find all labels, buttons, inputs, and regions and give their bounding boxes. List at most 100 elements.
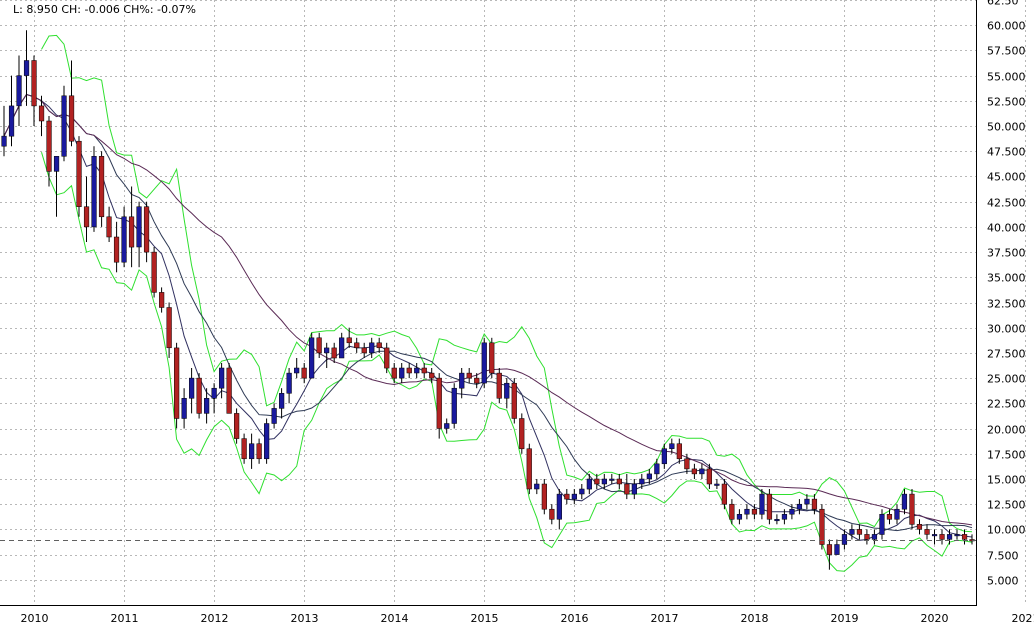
candle-body — [511, 382, 517, 419]
candle-body — [106, 216, 112, 238]
candle — [879, 509, 885, 540]
y-tick-label: 40.000 — [987, 222, 1026, 235]
candle-body — [451, 387, 457, 424]
candle-body — [346, 337, 352, 344]
candle — [826, 539, 833, 570]
candle — [474, 373, 480, 389]
candle-body — [204, 398, 210, 414]
candle-body — [181, 398, 187, 419]
candle-body — [909, 493, 915, 525]
candle-body — [609, 478, 615, 481]
candle — [339, 332, 345, 359]
candle-body — [564, 493, 570, 500]
candle-body — [98, 156, 105, 218]
candle-body — [316, 337, 322, 354]
candle-body — [631, 483, 637, 495]
y-tick-label: 52.500 — [987, 96, 1026, 109]
y-tick-label: 5.000 — [987, 575, 1019, 588]
candle-body — [931, 534, 938, 537]
candle-body — [751, 508, 758, 515]
y-tick-label: 17.500 — [987, 449, 1026, 462]
candle — [316, 332, 322, 358]
candle — [226, 363, 232, 414]
candle-body — [414, 367, 420, 374]
y-tick-label: 62.50 — [987, 0, 1019, 8]
y-tick-label: 20.000 — [987, 424, 1026, 437]
candle-body — [76, 140, 82, 207]
candle-body — [789, 508, 795, 515]
candle-body — [856, 529, 863, 535]
candle-body — [594, 478, 600, 485]
candle — [128, 186, 135, 268]
candle — [219, 363, 225, 399]
candle-body — [804, 498, 810, 505]
candle-body — [481, 342, 487, 384]
candle — [309, 332, 315, 379]
candle — [279, 388, 285, 419]
candle-body — [444, 423, 450, 429]
candle-body — [624, 483, 630, 495]
candle — [406, 363, 412, 379]
candle-body — [759, 493, 765, 515]
y-tick-label: 7.500 — [987, 550, 1019, 563]
candle — [91, 146, 97, 232]
candle-body — [143, 206, 150, 253]
candle-body — [354, 342, 360, 349]
candle-body — [699, 468, 705, 475]
candle-body — [714, 483, 720, 486]
candle-body — [113, 236, 120, 263]
bollinger-bands — [41, 34, 973, 572]
candle-body — [436, 377, 442, 429]
candle-body — [279, 393, 285, 409]
candle-body — [159, 292, 165, 308]
candle-body — [16, 75, 22, 107]
candle-body — [234, 413, 240, 439]
candle — [1, 105, 7, 157]
candle — [98, 151, 105, 227]
candle — [939, 529, 945, 545]
candle — [774, 514, 780, 525]
candle — [534, 479, 540, 495]
candle — [729, 499, 735, 525]
candle-body — [46, 120, 52, 172]
candle — [16, 55, 22, 126]
candle-body — [256, 443, 262, 460]
candle-body — [369, 342, 375, 354]
candle-body — [526, 448, 532, 490]
candle — [804, 494, 810, 510]
candle-body — [249, 443, 255, 460]
candle — [324, 342, 330, 368]
candle-body — [586, 478, 592, 490]
candle — [151, 247, 157, 298]
candle — [766, 489, 773, 525]
candle — [961, 529, 968, 545]
candle-body — [849, 529, 855, 535]
candle-body — [474, 377, 480, 384]
candle-body — [406, 367, 412, 374]
candle-body — [736, 514, 743, 520]
candle-body — [729, 503, 735, 520]
candle-body — [361, 347, 367, 354]
candle — [136, 201, 142, 268]
candle — [871, 529, 878, 545]
candle — [931, 529, 938, 545]
candle-body — [946, 534, 953, 540]
candle-body — [264, 423, 270, 460]
candle — [609, 473, 615, 484]
candle-body — [128, 216, 135, 248]
candle-body — [421, 367, 427, 374]
candle — [744, 504, 750, 520]
candle — [61, 85, 67, 162]
ma-mid-line — [3, 93, 973, 532]
candle-body — [646, 473, 652, 480]
candle-body — [61, 95, 67, 157]
candle — [676, 438, 682, 464]
candle — [886, 509, 893, 525]
candle-body — [841, 534, 848, 545]
x-tick-label: 2021 — [1012, 612, 1034, 625]
candle — [301, 363, 307, 384]
candle — [924, 524, 930, 540]
candle-body — [174, 347, 180, 419]
candle — [819, 504, 825, 550]
candle — [571, 489, 577, 505]
